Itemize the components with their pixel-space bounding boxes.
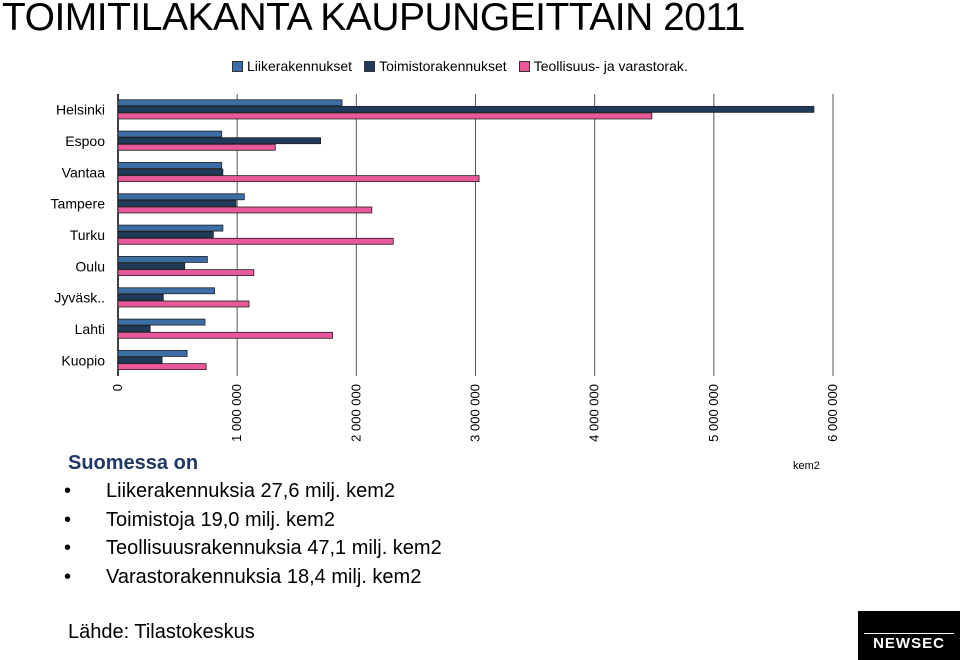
bar-2-3 <box>117 206 373 214</box>
category-label-3: Tampere <box>51 196 106 212</box>
legend-label-liike: Liikerakennukset <box>247 58 353 74</box>
bar-2-7 <box>117 331 333 339</box>
summary-item-liike: Liikerakennuksia 27,6 milj. kem2 <box>64 477 442 506</box>
bar-1-7 <box>117 325 151 333</box>
x-tick-label-4: 4 000 000 <box>587 384 602 442</box>
category-label-4: Turku <box>70 227 105 243</box>
x-tick-label-5: 5 000 000 <box>706 384 721 442</box>
category-label-5: Oulu <box>75 258 105 274</box>
summary-heading: Suomessa on <box>68 452 199 474</box>
x-tick-label-0: 0 <box>110 384 125 391</box>
bar-2-2 <box>117 175 480 183</box>
bar-2-4 <box>117 237 394 245</box>
legend-item-liike: Liikerakennukset <box>232 58 352 74</box>
source-note: Lähde: Tilastokeskus <box>68 621 255 643</box>
legend-swatch-teollisuus <box>518 60 530 72</box>
summary-item-varasto: Varastorakennuksia 18,4 milj. kem2 <box>64 563 442 592</box>
chart-legend: Liikerakennukset Toimistorakennukset Teo… <box>232 58 700 74</box>
bar-0-6 <box>117 287 215 295</box>
category-label-2: Vantaa <box>62 164 106 180</box>
category-label-1: Espoo <box>65 133 105 149</box>
bar-0-0 <box>117 99 343 107</box>
category-label-6: Jyväsk.. <box>54 290 105 306</box>
bar-0-8 <box>117 350 188 357</box>
bar-2-8 <box>117 363 207 371</box>
bar-chart: 0 1 000 000 2 000 000 3 000 000 4 000 000 5 0… <box>51 94 840 442</box>
summary-block: Suomessa on Liikerakennuksia 27,6 milj. … <box>64 452 442 592</box>
category-label-7: Lahti <box>75 321 105 337</box>
x-tick-label-6: 6 000 000 <box>825 384 840 442</box>
bar-0-4 <box>117 224 224 232</box>
logo-text: NEWSEC <box>873 635 945 652</box>
bar-1-1 <box>117 137 321 145</box>
logo-divider <box>864 633 954 634</box>
bar-2-1 <box>117 143 276 151</box>
bar-2-0 <box>117 112 653 120</box>
summary-item-teollisuus: Teollisuusrakennuksia 47,1 milj. kem2 <box>64 534 442 563</box>
category-label-8: Kuopio <box>61 352 105 368</box>
page-title: TOIMITILAKANTA KAUPUNGEITTAIN 2011 <box>2 0 745 39</box>
category-label-0: Helsinki <box>56 102 105 118</box>
legend-item-teollisuus: Teollisuus- ja varastorak. <box>518 58 688 74</box>
bar-1-2 <box>117 168 224 176</box>
summary-list: Liikerakennuksia 27,6 milj. kem2 Toimist… <box>64 477 442 592</box>
legend-swatch-toimisto <box>364 60 376 72</box>
bar-1-3 <box>117 199 237 207</box>
legend-swatch-liike <box>232 60 243 72</box>
x-tick-label-1: 1 000 000 <box>229 384 244 442</box>
bar-1-8 <box>117 356 163 364</box>
bar-0-2 <box>117 162 223 169</box>
legend-item-toimisto: Toimistorakennukset <box>364 58 507 74</box>
x-tick-label-3: 3 000 000 <box>468 384 483 442</box>
unit-label: kem2 <box>793 460 820 472</box>
legend-label-toimisto: Toimistorakennukset <box>379 58 507 74</box>
bar-1-0 <box>117 105 815 113</box>
bar-0-3 <box>117 193 245 201</box>
legend-label-teollisuus: Teollisuus- ja varastorak. <box>533 58 688 74</box>
bar-1-4 <box>117 231 214 239</box>
bar-1-5 <box>117 262 186 270</box>
bar-0-1 <box>117 130 223 138</box>
x-tick-label-2: 2 000 000 <box>348 384 363 442</box>
newsec-logo: NEWSEC <box>858 611 960 660</box>
bar-2-6 <box>117 300 250 308</box>
bar-0-5 <box>117 256 208 263</box>
bar-1-6 <box>117 293 164 301</box>
summary-item-toimisto: Toimistoja 19,0 milj. kem2 <box>64 506 442 535</box>
bar-2-5 <box>117 269 255 277</box>
bar-0-7 <box>117 318 206 326</box>
